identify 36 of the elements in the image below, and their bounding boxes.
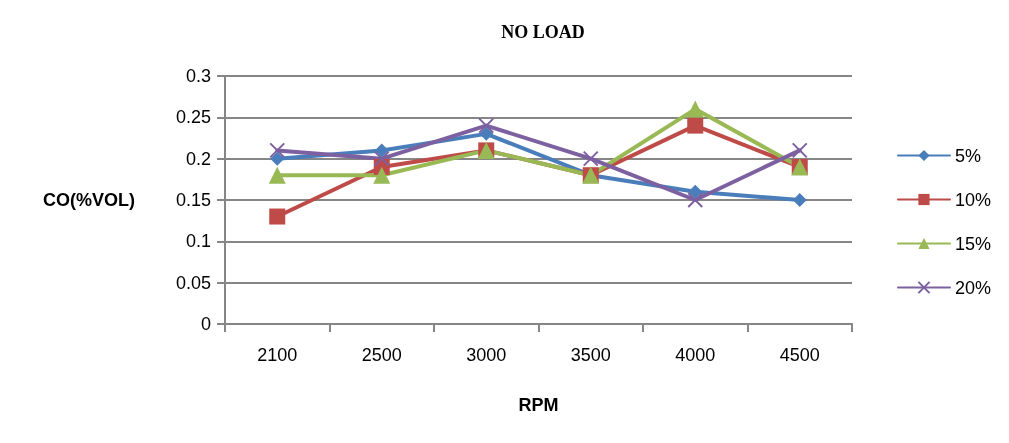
point <box>478 117 495 134</box>
x-tick-label: 2500 <box>361 345 402 365</box>
point <box>687 192 704 208</box>
legend-label: 20% <box>954 277 991 298</box>
y-tick-label: 0.25 <box>175 107 211 128</box>
point <box>792 193 807 207</box>
point <box>686 100 704 118</box>
point <box>373 150 390 167</box>
y-tick-label: 0.05 <box>175 272 211 293</box>
x-tick-label: 4000 <box>675 345 716 365</box>
legend-label: 10% <box>954 189 991 210</box>
point <box>479 126 494 141</box>
legend-label: 5% <box>954 145 981 166</box>
point <box>269 208 286 225</box>
legend-label: 15% <box>954 233 991 254</box>
y-tick-label: 0.1 <box>185 231 211 252</box>
point <box>791 142 808 159</box>
y-axis-title: CO(%VOL) <box>43 190 135 210</box>
point <box>373 166 391 184</box>
point <box>269 142 286 159</box>
point <box>270 151 285 166</box>
x-tick-label: 4500 <box>779 345 820 365</box>
x-axis-title: RPM <box>518 395 559 415</box>
point <box>268 166 286 184</box>
y-tick-label: 0 <box>200 314 211 334</box>
y-tick-label: 0.3 <box>185 66 211 86</box>
x-tick-label: 2100 <box>257 345 298 365</box>
y-tick-label: 0.15 <box>175 190 211 210</box>
point <box>582 150 599 167</box>
point <box>688 184 703 199</box>
x-tick-label: 3000 <box>466 345 507 365</box>
point <box>687 117 704 134</box>
chart-title: NO LOAD <box>501 22 585 42</box>
y-tick-label: 0.2 <box>185 148 211 169</box>
point <box>374 143 389 158</box>
x-tick-label: 3500 <box>570 345 611 365</box>
